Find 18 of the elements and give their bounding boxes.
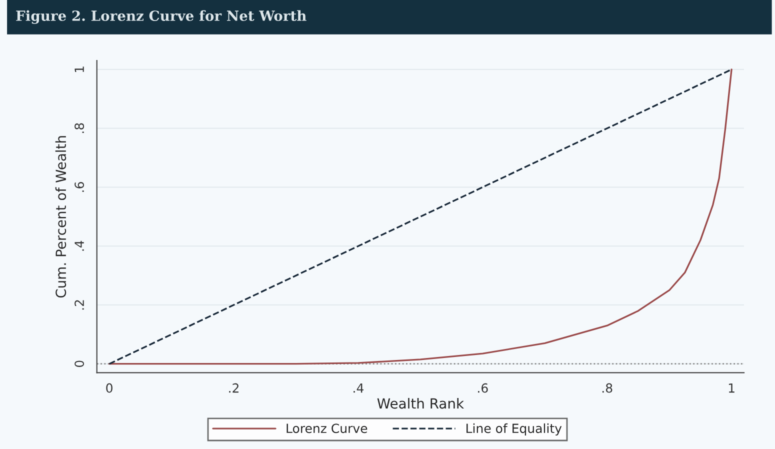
legend-label: Lorenz Curve (286, 424, 368, 434)
chart-title: Figure 2. Lorenz Curve for Net Worth (16, 10, 306, 24)
x-tick-label: .6 (478, 383, 488, 393)
legend-label: Line of Equality (466, 423, 562, 436)
y-tick-label: 0 (74, 360, 84, 367)
y-tick-label: .4 (74, 240, 84, 251)
y-axis-title: Cum. Percent of Wealth (55, 136, 66, 298)
line-series (108, 68, 732, 365)
y-tick-label: .8 (74, 123, 84, 133)
x-tick-label: 0 (106, 383, 112, 393)
x-axis-title: Wealth Rank (377, 398, 464, 409)
y-tick-label: 1 (74, 66, 84, 72)
x-tick-label: 1 (728, 383, 734, 393)
x-tick-label: .8 (602, 383, 612, 393)
x-tick-label: .4 (354, 383, 364, 393)
x-tick-label: .2 (229, 383, 238, 393)
y-tick-label: .2 (74, 300, 84, 310)
y-tick-label: .6 (74, 182, 84, 192)
